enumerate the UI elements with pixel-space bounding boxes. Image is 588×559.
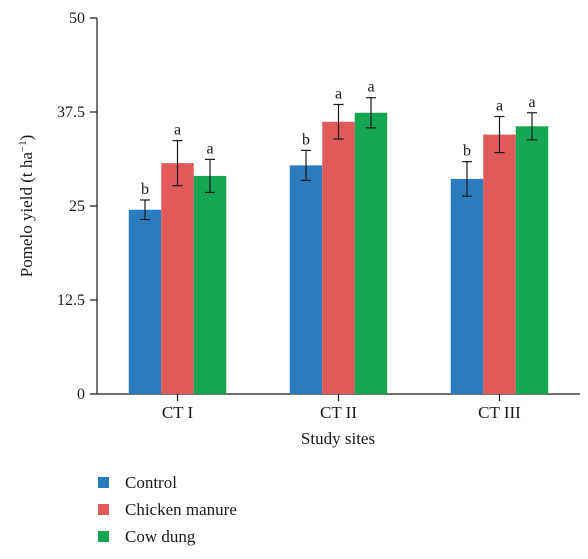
y-tick-label: 12.5	[57, 292, 85, 309]
y-tick-label: 50	[69, 10, 85, 27]
x-tick-label: CT I	[162, 403, 194, 422]
bar	[193, 175, 227, 394]
x-tick-label: CT II	[320, 403, 357, 422]
y-axis-title-main: Pomelo yield (t ha	[17, 152, 36, 278]
bar	[515, 126, 549, 395]
bar	[128, 209, 162, 394]
y-axis-title: Pomelo yield (t ha−1)	[17, 135, 36, 278]
y-axis-title-sup: −1	[17, 140, 29, 152]
significance-label: a	[174, 122, 181, 139]
legend-swatch	[98, 531, 109, 542]
significance-label: a	[496, 98, 503, 115]
y-tick-label: 0	[77, 386, 85, 403]
y-tick-label: 25	[69, 198, 85, 215]
bar	[483, 134, 516, 394]
y-axis-title-end: )	[17, 135, 36, 141]
bar	[289, 165, 323, 394]
significance-label: a	[528, 94, 535, 111]
x-ticks: CT I CT II CT III	[162, 394, 521, 422]
bars	[128, 112, 549, 395]
bar	[450, 178, 484, 394]
bar	[161, 163, 194, 394]
significance-labels: b a a b a a b a a	[141, 79, 536, 198]
x-axis-title: Study sites	[301, 429, 375, 448]
legend-swatch	[98, 504, 109, 515]
legend-label: Chicken manure	[125, 500, 237, 519]
legend-label: Cow dung	[125, 527, 196, 546]
legend-swatch	[98, 477, 109, 488]
x-tick-label: CT III	[478, 403, 521, 422]
y-tick-label: 37.5	[57, 104, 85, 121]
legend: Control Chicken manure Cow dung	[98, 473, 237, 546]
error-bars	[140, 97, 537, 221]
bar	[354, 112, 388, 394]
significance-label: b	[141, 181, 149, 198]
significance-label: b	[463, 143, 471, 160]
significance-label: a	[206, 140, 213, 157]
legend-label: Control	[125, 473, 177, 492]
significance-label: b	[302, 131, 310, 148]
significance-label: a	[367, 79, 374, 96]
y-ticks: 0 12.5 25 37.5 50	[57, 10, 97, 403]
bar	[322, 121, 355, 394]
significance-label: a	[335, 85, 342, 102]
